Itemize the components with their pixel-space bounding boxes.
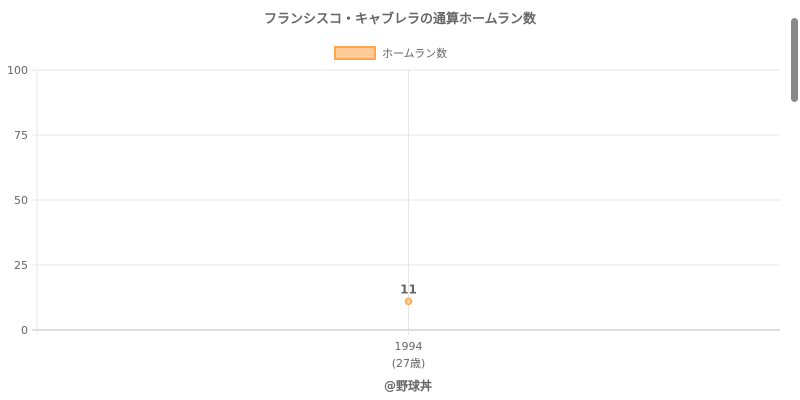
legend-swatch bbox=[334, 46, 376, 60]
scrollbar[interactable] bbox=[788, 0, 800, 400]
data-label: 11 bbox=[400, 282, 417, 296]
x-tick-label: 1994 bbox=[395, 340, 423, 353]
y-tick-label: 25 bbox=[14, 259, 28, 272]
data-point bbox=[404, 297, 413, 306]
y-tick-label: 50 bbox=[14, 194, 28, 207]
x-tick-sublabel: (27歳) bbox=[392, 357, 426, 370]
y-tick-label: 0 bbox=[21, 324, 28, 337]
legend[interactable]: ホームラン数 bbox=[334, 46, 447, 60]
credit: @野球丼 bbox=[384, 378, 432, 393]
y-tick-label: 100 bbox=[7, 64, 28, 77]
chart-title: フランシスコ・キャブレラの通算ホームラン数 bbox=[264, 11, 537, 27]
scrollbar-thumb[interactable] bbox=[791, 18, 798, 102]
y-tick-label: 75 bbox=[14, 129, 28, 142]
legend-label: ホームラン数 bbox=[382, 47, 447, 60]
